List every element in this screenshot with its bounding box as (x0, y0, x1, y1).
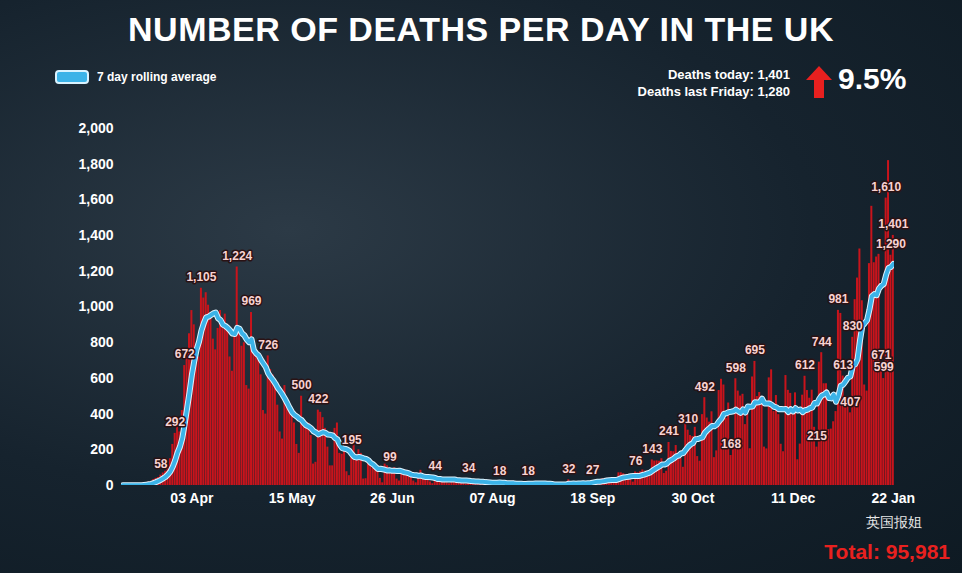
svg-text:1,200: 1,200 (78, 263, 113, 279)
svg-text:168: 168 (721, 437, 741, 451)
svg-text:500: 500 (292, 378, 312, 392)
svg-text:58: 58 (154, 457, 168, 471)
svg-text:726: 726 (258, 338, 278, 352)
svg-text:22 Jan: 22 Jan (872, 490, 916, 506)
svg-text:1,105: 1,105 (186, 270, 216, 284)
svg-text:599: 599 (874, 360, 894, 374)
html-text:英国报姐: 英国报姐 (866, 514, 922, 530)
html-text:NUMBER OF DEATHS PER DAY IN TH: NUMBER OF DEATHS PER DAY IN THE UK (128, 10, 834, 48)
svg-text:215: 215 (807, 429, 827, 443)
svg-text:143: 143 (642, 442, 662, 456)
svg-text:671: 671 (871, 347, 892, 362)
svg-text:800: 800 (90, 334, 114, 350)
svg-text:600: 600 (90, 370, 114, 386)
svg-text:598: 598 (726, 361, 746, 375)
svg-text:241: 241 (659, 424, 679, 438)
html-text:Deaths last Friday: 1,280: Deaths last Friday: 1,280 (637, 84, 790, 99)
html-text:Deaths today: 1,401: Deaths today: 1,401 (667, 67, 790, 82)
svg-text:34: 34 (462, 461, 476, 475)
svg-text:99: 99 (383, 450, 397, 464)
svg-text:400: 400 (90, 406, 114, 422)
svg-text:2,000: 2,000 (78, 120, 113, 136)
svg-text:03 Apr: 03 Apr (170, 490, 214, 506)
svg-text:07 Aug: 07 Aug (469, 490, 515, 506)
svg-text:1,610: 1,610 (871, 180, 901, 194)
svg-text:612: 612 (795, 358, 815, 372)
svg-text:18 Sep: 18 Sep (570, 490, 615, 506)
svg-text:672: 672 (175, 347, 195, 361)
svg-text:830: 830 (843, 319, 863, 333)
svg-text:30 Oct: 30 Oct (671, 490, 714, 506)
svg-text:744: 744 (812, 335, 832, 349)
svg-text:1,401: 1,401 (878, 217, 908, 231)
html-text:7 day rolling average: 7 day rolling average (97, 70, 217, 84)
svg-text:18: 18 (493, 464, 507, 478)
svg-text:1,290: 1,290 (876, 237, 906, 251)
svg-text:407: 407 (840, 395, 860, 409)
svg-text:1,224: 1,224 (222, 249, 252, 263)
svg-text:195: 195 (342, 433, 362, 447)
svg-text:1,800: 1,800 (78, 156, 113, 172)
svg-text:422: 422 (308, 392, 328, 406)
svg-text:0: 0 (106, 477, 114, 493)
svg-text:613: 613 (833, 358, 853, 372)
svg-text:1,600: 1,600 (78, 191, 113, 207)
svg-text:310: 310 (678, 412, 698, 426)
svg-text:200: 200 (90, 441, 114, 457)
svg-text:695: 695 (745, 343, 765, 357)
svg-text:292: 292 (165, 415, 185, 429)
svg-text:76: 76 (629, 454, 643, 468)
svg-text:1,400: 1,400 (78, 227, 113, 243)
svg-text:15 May: 15 May (269, 490, 316, 506)
html-text:Total: 95,981: Total: 95,981 (824, 540, 950, 563)
svg-text:1,000: 1,000 (78, 298, 113, 314)
svg-text:32: 32 (562, 462, 576, 476)
svg-text:26 Jun: 26 Jun (370, 490, 414, 506)
svg-text:11 Dec: 11 Dec (771, 490, 816, 506)
svg-text:981: 981 (828, 292, 848, 306)
svg-text:492: 492 (695, 380, 715, 394)
svg-text:18: 18 (522, 464, 536, 478)
svg-text:44: 44 (429, 459, 443, 473)
svg-text:27: 27 (586, 463, 600, 477)
svg-text:969: 969 (242, 294, 262, 308)
html-text:9.5%: 9.5% (838, 62, 907, 95)
